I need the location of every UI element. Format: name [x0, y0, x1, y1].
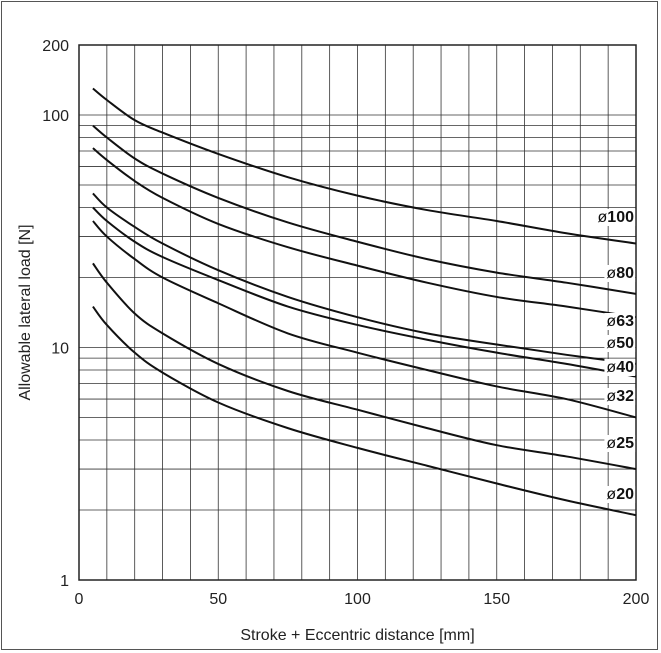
plot-border: [78, 44, 637, 581]
series-label-prefix: ø: [606, 359, 616, 376]
series-label-number: 50: [616, 335, 634, 352]
series-label-prefix: ø: [606, 265, 616, 282]
series-label: ø25: [606, 435, 634, 452]
series-label-background: [604, 359, 636, 376]
series-label-number: 25: [616, 435, 634, 452]
x-tick-label: 150: [483, 591, 510, 608]
series-line-7: [92, 262, 637, 471]
x-axis-label: Stroke + Eccentric distance [mm]: [240, 627, 474, 644]
grid-lines: [79, 45, 636, 580]
series-label: ø40: [606, 359, 634, 376]
y-tick-label: 10: [51, 340, 69, 357]
series-line-3: [92, 147, 637, 319]
series-label: ø63: [606, 313, 634, 330]
series-label: ø80: [606, 265, 634, 282]
series-label-background: [604, 313, 636, 330]
x-tick-label: 200: [623, 591, 650, 608]
y-tick-label: 200: [42, 38, 69, 55]
series-line-2: [92, 124, 637, 295]
series-line-4: [92, 192, 637, 365]
series-label-background: [604, 435, 636, 452]
series-label-background: [604, 265, 636, 282]
series-label-prefix: ø: [606, 486, 616, 503]
series-label-prefix: ø: [598, 209, 608, 226]
series-label-number: 80: [616, 265, 634, 282]
x-tick-label: 100: [344, 591, 371, 608]
series-label-number: 40: [616, 359, 634, 376]
x-tick-labels: 0 50 100 150 200: [75, 591, 650, 608]
series-label-prefix: ø: [606, 335, 616, 352]
series-label-number: 100: [607, 209, 634, 226]
series-label: ø32: [606, 388, 634, 405]
series-label-number: 20: [616, 486, 634, 503]
series-label-prefix: ø: [606, 313, 616, 330]
series-label-background: [604, 388, 636, 405]
y-axis-label: Allowable lateral load [N]: [17, 224, 34, 400]
series-line-8: [92, 305, 637, 517]
series-label-background: [604, 486, 636, 503]
series-label-prefix: ø: [606, 435, 616, 452]
series-label: ø20: [606, 486, 634, 503]
series-label-number: 63: [616, 313, 634, 330]
series-label-background: [595, 209, 636, 226]
x-tick-label: 50: [209, 591, 227, 608]
y-tick-labels: 1 10 100 200: [42, 38, 69, 590]
y-tick-label: 100: [42, 108, 69, 125]
series-line-5: [92, 206, 637, 378]
series-line-1: [92, 87, 637, 245]
series-line-6: [92, 220, 637, 419]
series-group: [92, 87, 637, 517]
series-label-prefix: ø: [606, 388, 616, 405]
series-label-background: [604, 335, 636, 352]
series-label: ø50: [606, 335, 634, 352]
series-label: ø100: [598, 209, 635, 226]
y-tick-label: 1: [60, 573, 69, 590]
series-label-number: 32: [616, 388, 634, 405]
x-tick-label: 0: [75, 591, 84, 608]
